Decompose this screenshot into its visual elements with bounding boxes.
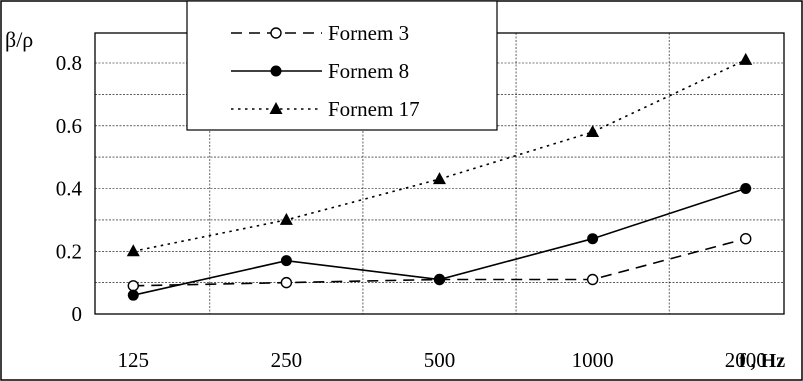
- data-point: [127, 280, 139, 292]
- data-point: [586, 125, 600, 138]
- y-tick-label: 0.6: [56, 114, 82, 138]
- legend: Fornem 3 Fornem 8 Fornem 17: [186, 0, 498, 131]
- data-point: [280, 276, 293, 289]
- x-axis-label: f , Hz: [739, 350, 785, 372]
- data-point: [586, 273, 599, 286]
- x-tick-label: 500: [424, 348, 456, 372]
- data-point: [740, 232, 752, 245]
- legend-marker: [270, 65, 282, 77]
- data-point: [126, 244, 140, 257]
- data-layer: [126, 52, 753, 301]
- x-tick-label: 125: [118, 348, 150, 372]
- data-point: [434, 273, 445, 285]
- y-tick-label: 0.8: [56, 51, 82, 75]
- series-2: [127, 183, 752, 301]
- legend-label: Fornem 17: [328, 97, 420, 121]
- legend-marker: [269, 102, 283, 114]
- y-tick-label: 0: [72, 302, 83, 326]
- y-tick-label: 0.2: [56, 239, 82, 263]
- series-3: [126, 52, 753, 257]
- y-tick-label: 0.4: [56, 177, 83, 201]
- data-point: [127, 289, 139, 301]
- x-tick-label: 1000: [572, 348, 614, 372]
- data-point: [739, 52, 753, 65]
- y-axis-label: β/ρ: [5, 27, 33, 52]
- legend-label: Fornem 3: [328, 21, 409, 45]
- x-tick-label: 2000: [725, 348, 767, 372]
- data-point: [279, 212, 293, 225]
- data-point: [740, 183, 752, 194]
- data-point: [280, 255, 292, 267]
- x-tick-label: 250: [271, 348, 303, 372]
- data-point: [433, 172, 446, 185]
- legend-label: Fornem 8: [328, 59, 409, 83]
- legend-marker: [270, 27, 282, 39]
- data-point: [587, 233, 599, 245]
